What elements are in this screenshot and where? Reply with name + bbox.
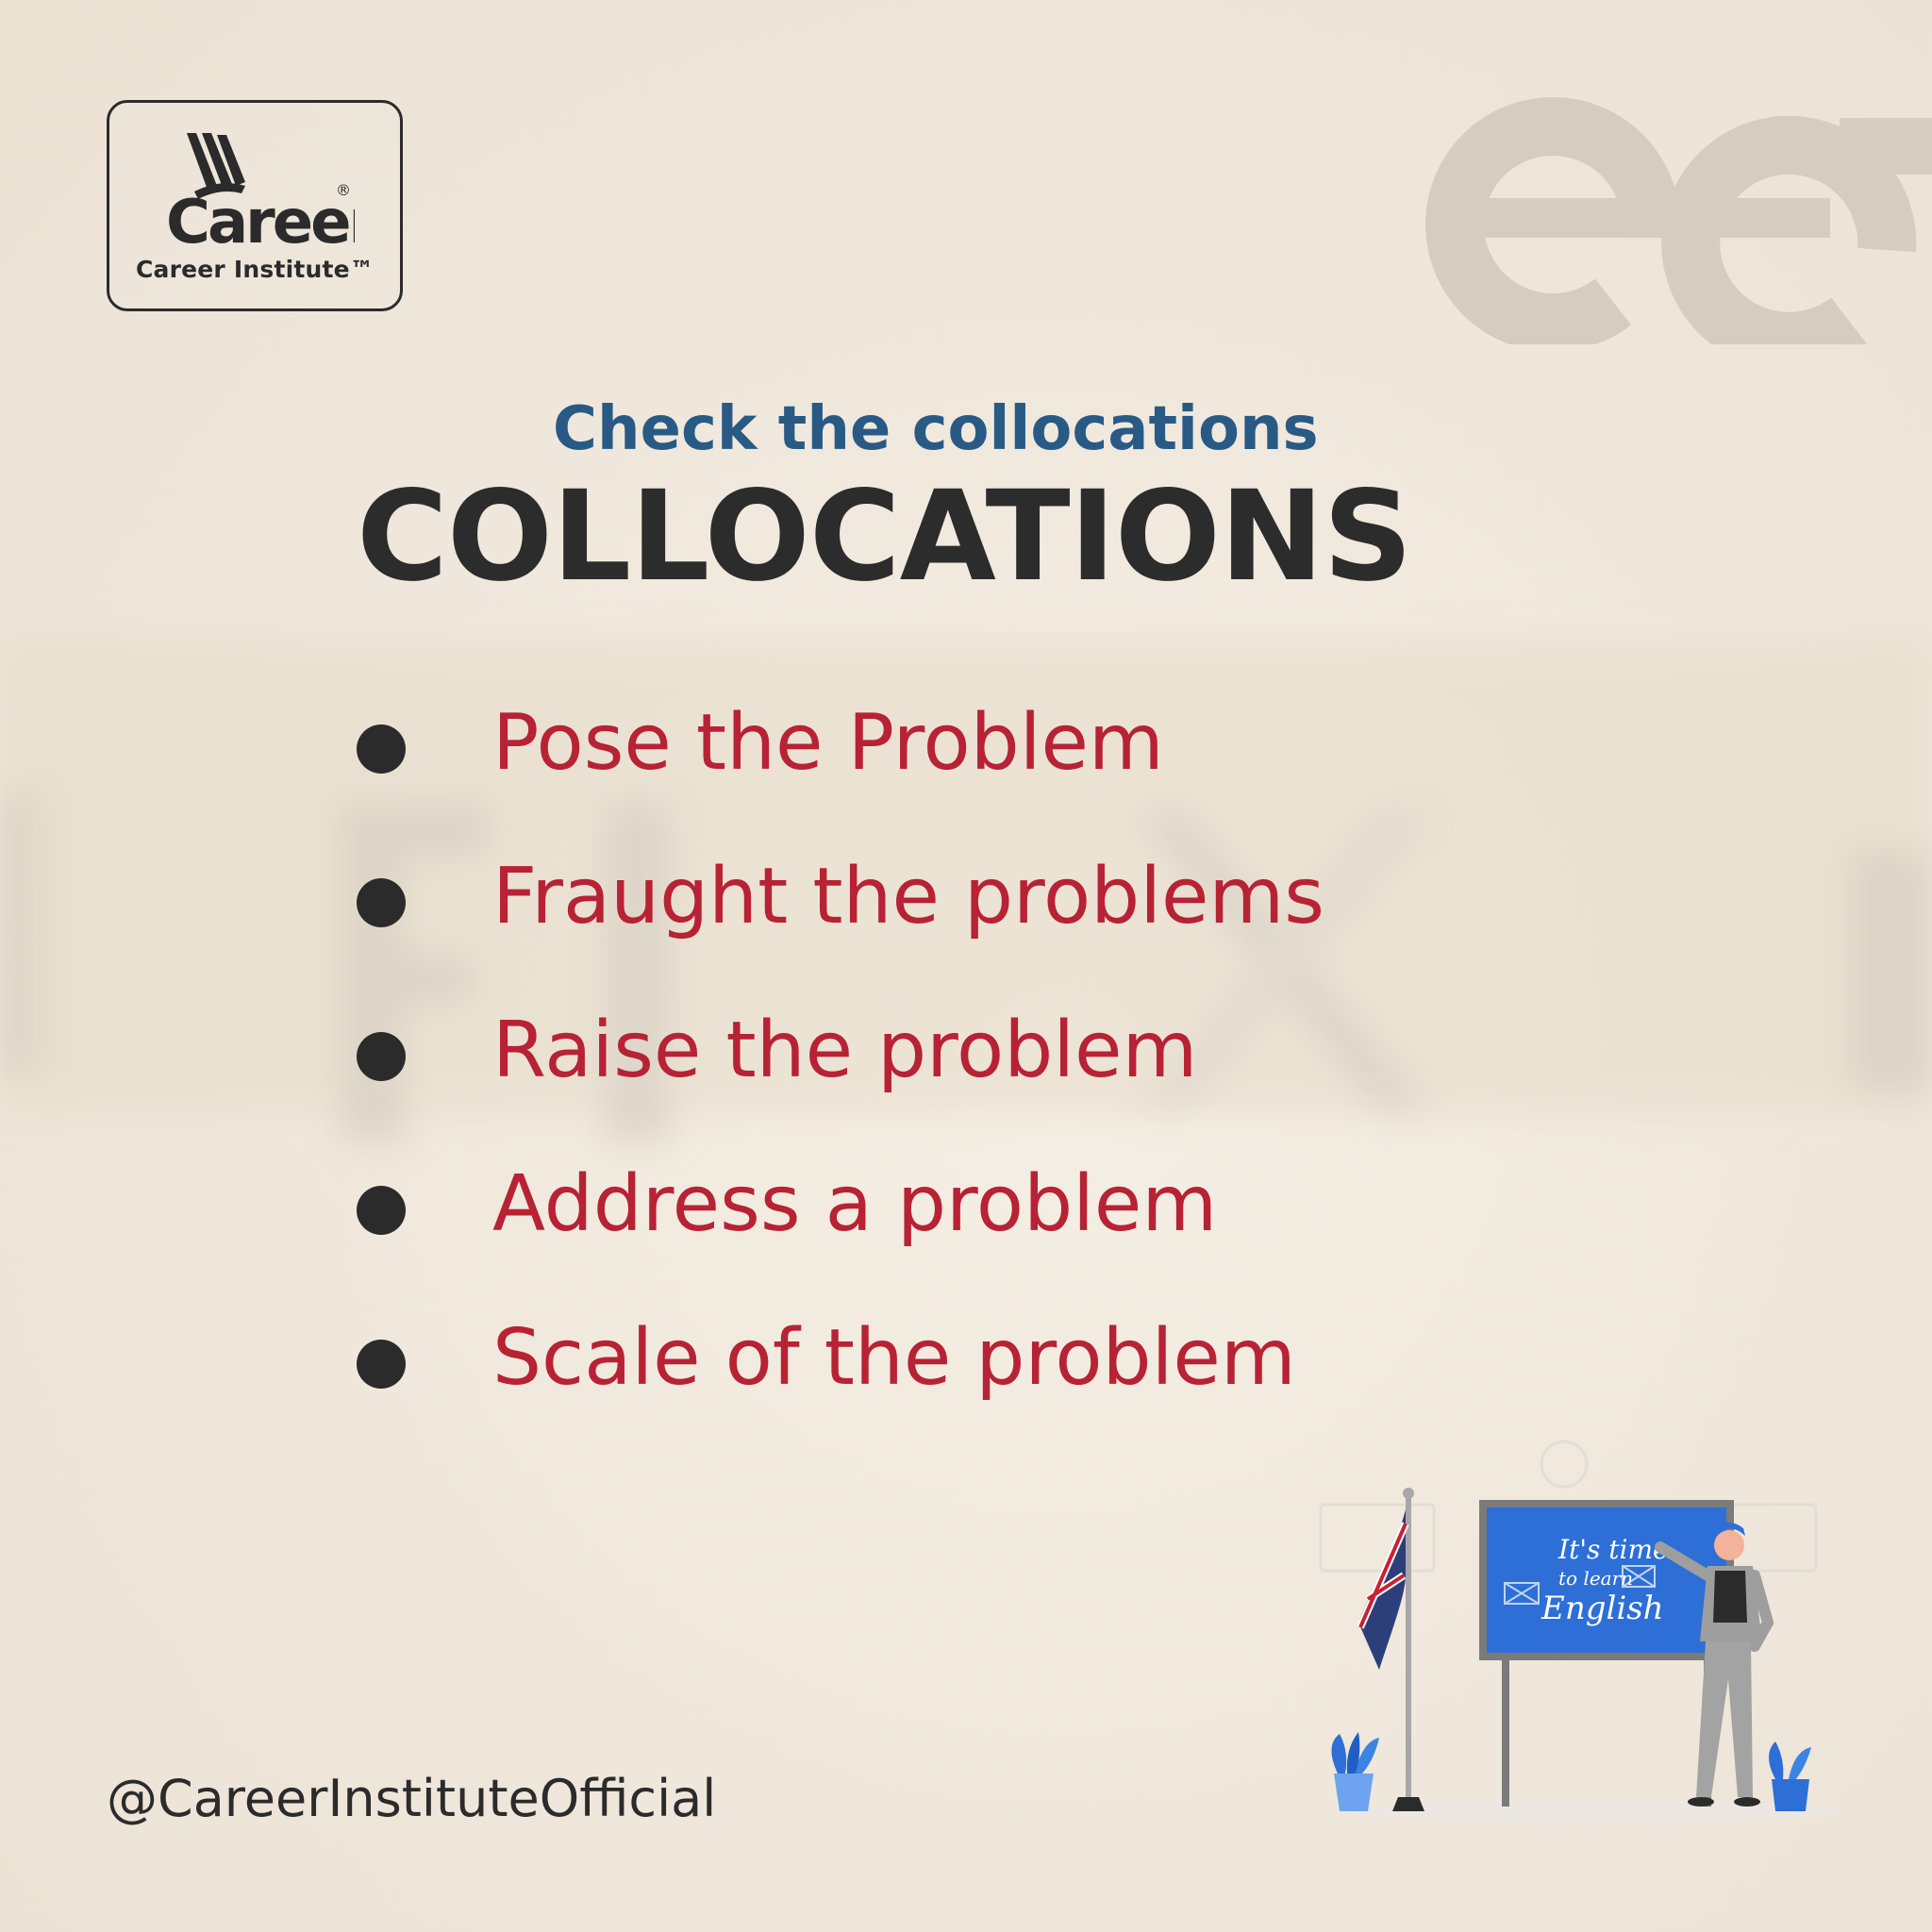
board-text-line3: English (1541, 1590, 1664, 1627)
registered-mark: ® (336, 181, 351, 199)
list-item: Fraught the problems (357, 852, 1489, 1006)
logo-wordmark: Career (166, 188, 355, 254)
career-institute-logo: Career ® Career Institute™ (107, 100, 403, 311)
list-item: Raise the problem (357, 1006, 1489, 1159)
potted-plant-right-icon (1769, 1741, 1811, 1811)
social-handle: @CareerInstituteOfficial (107, 1769, 717, 1828)
teacher-figure (1655, 1523, 1774, 1807)
logo-tagline: Career Institute™ (135, 256, 375, 283)
collocation-text: Pose the Problem (492, 698, 1164, 788)
uk-flag-icon (1357, 1488, 1424, 1811)
page-subtitle: Check the collocations (553, 394, 1319, 464)
collocation-list: Pose the Problem Fraught the problems Ra… (357, 698, 1489, 1467)
collocation-text: Address a problem (492, 1159, 1218, 1249)
brand-watermark-icon (1425, 97, 1932, 344)
bullet-icon (357, 878, 406, 927)
list-item: Pose the Problem (357, 698, 1489, 852)
collocation-text: Raise the problem (492, 1006, 1198, 1095)
collocation-text: Scale of the problem (492, 1313, 1296, 1403)
english-teacher-illustration: It's time to learn English (1319, 1440, 1840, 1823)
bullet-icon (357, 1340, 406, 1389)
collocation-text: Fraught the problems (492, 852, 1325, 941)
bullet-icon (357, 724, 406, 774)
chalkboard: It's time to learn English (1479, 1500, 1734, 1807)
career-book-logo-icon: Career ® (166, 133, 355, 254)
floor-shadow (1344, 1800, 1840, 1823)
board-text-line2: to learn (1558, 1567, 1633, 1590)
board-text-line1: It's time (1557, 1534, 1669, 1565)
bullet-icon (357, 1032, 406, 1081)
page-title: COLLOCATIONS (357, 464, 1413, 609)
bullet-icon (357, 1186, 406, 1235)
list-item: Scale of the problem (357, 1313, 1489, 1467)
list-item: Address a problem (357, 1159, 1489, 1313)
potted-plant-left-icon (1331, 1732, 1379, 1811)
